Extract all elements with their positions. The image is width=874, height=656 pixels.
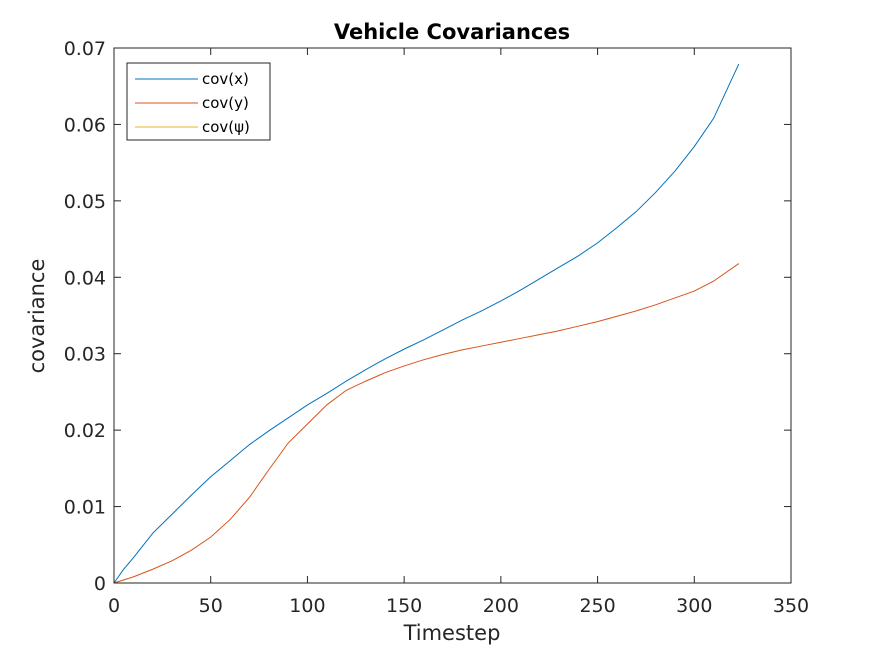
y-tick-label: 0.03 <box>64 344 106 366</box>
y-tick-label: 0.02 <box>64 420 106 442</box>
legend-label-cov-psi: cov(ψ) <box>202 118 250 136</box>
x-tick-label: 350 <box>773 595 809 617</box>
legend-label-cov-y: cov(y) <box>202 94 249 112</box>
ticks-layer: 0 50 100 150 200 250 300 350 0 0.01 0.02 0.03 0.04 0.… <box>64 38 809 617</box>
axes-layer <box>113 47 792 584</box>
y-tick-label: 0.05 <box>64 191 106 213</box>
chart-title: Vehicle Covariances <box>334 20 570 44</box>
legend-label-cov-x: cov(x) <box>202 70 249 88</box>
x-tick-label: 50 <box>199 595 223 617</box>
x-tick-label: 250 <box>579 595 615 617</box>
series-line-cov-x <box>113 63 740 584</box>
y-tick-label: 0.06 <box>64 114 106 136</box>
x-tick-label: 100 <box>289 595 325 617</box>
x-tick-label: 200 <box>483 595 519 617</box>
x-tick-label: 150 <box>386 595 422 617</box>
y-axis-label: covariance <box>25 259 49 374</box>
y-tick-label: 0.01 <box>64 497 106 519</box>
y-tick-label: 0 <box>94 573 106 595</box>
legend: cov(x) cov(y) cov(ψ) <box>126 62 271 141</box>
axes-box <box>113 47 792 584</box>
x-axis-label: Timestep <box>403 621 501 645</box>
series-line-cov-y <box>113 263 740 584</box>
y-tick-label: 0.07 <box>64 38 106 60</box>
y-tick-label: 0.04 <box>64 267 106 289</box>
x-tick-label: 0 <box>108 595 120 617</box>
x-tick-label: 300 <box>676 595 712 617</box>
